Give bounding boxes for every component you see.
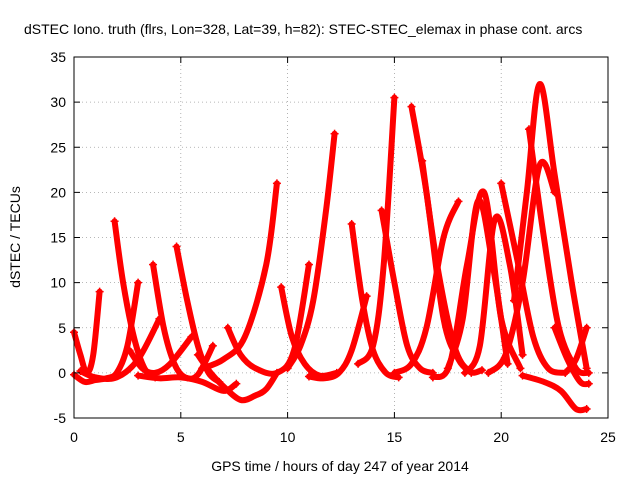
series-start-marker xyxy=(550,323,559,332)
series-arc-15 xyxy=(348,220,402,381)
series-arc-30 xyxy=(562,324,590,376)
x-tick-label: 15 xyxy=(387,429,403,445)
series-start-marker xyxy=(428,373,437,382)
y-axis-label: dSTEC / TECUs xyxy=(7,186,23,288)
series-end-marker xyxy=(518,350,527,359)
series-arc-11 xyxy=(224,261,312,377)
series-arc-22 xyxy=(444,197,511,372)
x-tick-label: 10 xyxy=(280,429,296,445)
series-start-marker xyxy=(561,368,570,377)
series-arc-5 xyxy=(126,333,195,377)
series-arc-28 xyxy=(519,372,590,414)
series-end-marker xyxy=(330,129,339,138)
y-tick-label: -5 xyxy=(54,410,67,426)
series-arc-3 xyxy=(77,315,163,382)
x-tick-label: 5 xyxy=(177,429,185,445)
series-end-marker xyxy=(390,93,399,102)
y-tick-label: 25 xyxy=(50,139,66,155)
series-start-marker xyxy=(149,260,158,269)
series-start-marker xyxy=(223,323,232,332)
series-start-marker xyxy=(172,242,181,251)
series-start-marker xyxy=(347,219,356,228)
series-end-marker xyxy=(582,404,591,413)
series-arc-6 xyxy=(150,261,216,382)
series-end-marker xyxy=(272,179,281,188)
series-end-marker xyxy=(503,359,512,368)
series-start-marker xyxy=(443,364,452,373)
series-end-marker xyxy=(582,323,591,332)
series-start-marker xyxy=(497,179,506,188)
data-series xyxy=(70,81,593,414)
series-end-marker xyxy=(516,364,525,373)
series-arc-16 xyxy=(355,94,398,367)
series-end-marker xyxy=(232,379,241,388)
series-end-marker xyxy=(95,287,104,296)
series-end-marker xyxy=(134,278,143,287)
series-arc-20 xyxy=(419,157,485,376)
series-end-marker xyxy=(394,373,403,382)
series-start-marker xyxy=(110,217,119,226)
series-start-marker xyxy=(283,364,292,373)
x-tick-label: 0 xyxy=(70,429,78,445)
series-start-marker xyxy=(407,102,416,111)
y-tick-label: 0 xyxy=(58,365,66,381)
series-arc-13 xyxy=(284,130,338,372)
series-arc-17 xyxy=(378,207,436,376)
series-start-marker xyxy=(377,206,386,215)
series-arc-25 xyxy=(498,180,569,376)
series-end-marker xyxy=(208,341,217,350)
series-start-marker xyxy=(193,350,202,359)
series-start-marker xyxy=(354,359,363,368)
series-arc-9 xyxy=(194,351,280,404)
series-arc-18 xyxy=(391,198,462,376)
series-start-marker xyxy=(518,371,527,380)
series-start-marker xyxy=(460,368,469,377)
series-start-marker xyxy=(390,368,399,377)
chart-title: dSTEC Iono. truth (flrs, Lon=328, Lat=39… xyxy=(24,21,582,37)
series-end-marker xyxy=(584,368,593,377)
series-start-marker xyxy=(76,367,85,376)
series-start-marker xyxy=(125,346,134,355)
x-axis-label: GPS time / hours of day 247 of year 2014 xyxy=(211,458,469,474)
y-tick-label: 20 xyxy=(50,184,66,200)
series-start-marker xyxy=(134,371,143,380)
series-start-marker xyxy=(277,283,286,292)
series-arc-10 xyxy=(199,180,280,372)
series-arc-14 xyxy=(305,293,370,382)
x-tick-label: 25 xyxy=(600,429,616,445)
y-tick-label: 5 xyxy=(58,320,66,336)
series-start-marker xyxy=(418,156,427,165)
y-tick-label: 35 xyxy=(50,49,66,65)
series-arc-26 xyxy=(511,81,590,372)
series-start-marker xyxy=(198,364,207,373)
y-tick-label: 30 xyxy=(50,94,66,110)
series-start-marker xyxy=(484,368,493,377)
series-end-marker xyxy=(304,260,313,269)
series-end-marker xyxy=(477,366,486,375)
series-arc-27 xyxy=(525,126,592,377)
series-start-marker xyxy=(304,372,313,381)
x-tick-label: 20 xyxy=(493,429,509,445)
y-tick-label: 10 xyxy=(50,275,66,291)
series-start-marker xyxy=(510,296,519,305)
y-tick-label: 15 xyxy=(50,230,66,246)
series-end-marker xyxy=(454,197,463,206)
series-start-marker xyxy=(524,125,533,134)
series-end-marker xyxy=(584,379,593,388)
